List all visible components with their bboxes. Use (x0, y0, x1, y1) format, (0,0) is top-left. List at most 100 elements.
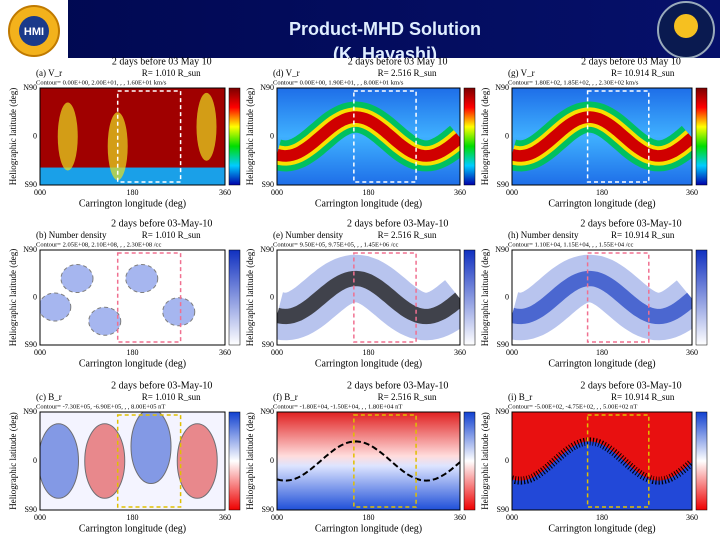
colorbar (228, 249, 241, 346)
plot-frame (39, 249, 226, 346)
x-axis-label: Carrington longitude (deg) (315, 358, 422, 369)
dashed-box (116, 414, 182, 508)
y-tick-label: 0 (33, 292, 37, 301)
plot-frame (511, 249, 693, 346)
x-tick-label: 360 (219, 188, 231, 197)
panel-label: (f) B_r (273, 392, 298, 402)
x-tick-label: 000 (34, 513, 46, 522)
positive-region (512, 412, 692, 481)
panel-label: (i) B_r (508, 392, 532, 402)
panel-date: 2 days before 03-May-10 (347, 218, 448, 229)
x-tick-label: 180 (127, 513, 139, 522)
panel-date: 2 days before 03 May 10 (581, 56, 681, 67)
x-tick-label: 000 (506, 513, 518, 522)
colorbar (463, 87, 476, 186)
x-tick-label: 360 (686, 188, 698, 197)
panel-contour: Contour= 0.00E+00, 2.00E+01, , , 1.60E+0… (36, 79, 167, 86)
x-tick-label: 180 (127, 348, 139, 357)
x-tick-label: 360 (219, 348, 231, 357)
y-tick-label: N90 (23, 83, 37, 92)
y-axis-label: Heliographic latitude (deg) (8, 412, 18, 509)
x-tick-label: 180 (363, 348, 375, 357)
x-tick-label: 000 (271, 348, 283, 357)
logo-left-text: HMI (24, 26, 44, 38)
field-blob (162, 297, 196, 327)
y-axis-label: Heliographic latitude (deg) (245, 88, 255, 185)
x-tick-label: 180 (596, 513, 608, 522)
field-bg (40, 250, 225, 345)
field (277, 88, 460, 185)
y-tick-label: N90 (260, 245, 274, 254)
panel-label: (h) Number density (508, 230, 579, 240)
field-blob (57, 102, 78, 171)
panel-label: (c) B_r (36, 392, 62, 402)
panel-radius: R= 10.914 R_sun (611, 230, 675, 240)
x-tick-label: 360 (219, 513, 231, 522)
x-tick-label: 360 (454, 348, 466, 357)
panel-label: (a) V_r (36, 68, 62, 78)
panel: 2 days before 03 May 10 (a) V_r R= 1.010 R… (8, 56, 241, 209)
x-tick-label: 000 (506, 348, 518, 357)
field (512, 412, 692, 510)
panel-date: 2 days before 03-May-10 (580, 218, 681, 229)
panel: 2 days before 03-May-10 (c) B_r R= 1.010 R… (8, 380, 241, 534)
x-tick-label: 000 (506, 188, 518, 197)
x-tick-label: 180 (363, 513, 375, 522)
neutral-line (277, 440, 460, 482)
field-blob (40, 423, 79, 499)
colorbar (228, 87, 241, 186)
panel: 2 days before 03-May-10 (e) Number densit… (245, 218, 476, 369)
x-tick-label: 180 (596, 188, 608, 197)
x-tick-label: 000 (271, 188, 283, 197)
y-tick-label: 0 (505, 292, 509, 301)
colorbar (463, 411, 476, 511)
panel-date: 2 days before 03-May-10 (580, 380, 681, 391)
field-bg (277, 412, 460, 510)
x-tick-label: 180 (363, 188, 375, 197)
y-tick-label: S90 (25, 180, 37, 189)
field-low (40, 167, 225, 185)
density-band (277, 270, 460, 325)
field (512, 250, 692, 345)
stream-band (277, 111, 460, 162)
y-tick-label: 0 (505, 456, 509, 465)
field (277, 412, 460, 510)
panel: 2 days before 03 May 10 (d) V_r R= 2.516 R… (245, 56, 476, 209)
y-tick-label: 0 (33, 456, 37, 465)
x-axis-label: Carrington longitude (deg) (315, 523, 422, 534)
panel: 2 days before 03-May-10 (f) B_r R= 2.516 R… (245, 380, 476, 534)
panel-label: (g) V_r (508, 68, 535, 78)
field-blob (176, 423, 218, 499)
field-blob (88, 306, 122, 336)
x-tick-label: 360 (454, 188, 466, 197)
panel-date: 2 days before 03-May-10 (111, 218, 212, 229)
field (277, 250, 460, 345)
density-band (512, 270, 692, 325)
panel-date: 2 days before 03-May-10 (111, 380, 212, 391)
panel-contour: Contour= 1.80E+02, 1.85E+02, , , 2.30E+0… (508, 79, 639, 86)
y-axis-label: Heliographic latitude (deg) (8, 249, 18, 346)
y-axis-label: Heliographic latitude (deg) (245, 249, 255, 346)
panel-contour: Contour= 2.05E+08, 2.10E+08, , , 2.30E+0… (36, 241, 161, 248)
field-blob (60, 264, 94, 293)
dashed-box (353, 414, 417, 508)
logo-right-sun (674, 14, 698, 38)
panel: 2 days before 03-May-10(h) Number densit… (480, 218, 708, 369)
x-tick-label: 360 (454, 513, 466, 522)
header-band (0, 0, 720, 62)
panel-contour: Contour= -5.00E+02, -4.75E+02, , , 5.00E… (508, 403, 637, 410)
y-axis-label: Heliographic latitude (deg) (480, 88, 490, 185)
y-tick-label: N90 (495, 407, 509, 416)
y-tick-label: S90 (25, 505, 37, 514)
x-axis-label: Carrington longitude (deg) (315, 198, 422, 209)
panel-radius: R= 2.516 R_sun (378, 392, 437, 402)
y-tick-label: S90 (262, 180, 274, 189)
x-axis-label: Carrington longitude (deg) (79, 358, 186, 369)
plot-frame (511, 87, 693, 186)
field-blob (40, 292, 72, 322)
panel: 2 days before 03 May 10 (g) V_r R= 10.914 … (480, 56, 708, 209)
field-blob (84, 423, 126, 499)
x-tick-label: 360 (686, 513, 698, 522)
dashed-box (116, 90, 182, 183)
